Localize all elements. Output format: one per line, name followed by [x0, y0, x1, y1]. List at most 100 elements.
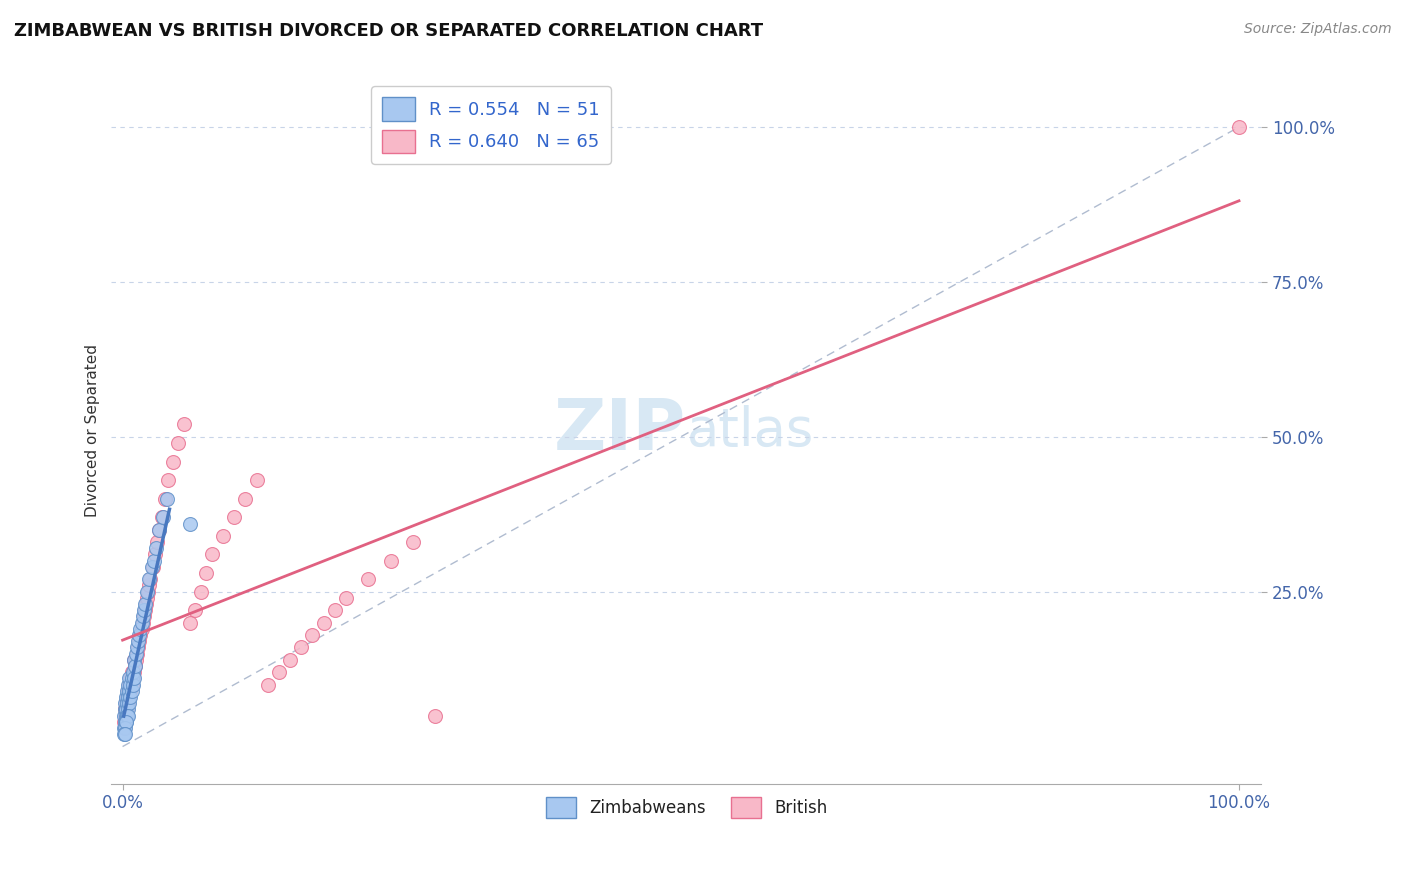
Point: [114, 727, 136, 741]
Point: [136, 584, 159, 599]
Point: [117, 708, 139, 723]
Point: [235, 491, 257, 506]
Point: [115, 690, 138, 704]
Point: [290, 640, 312, 655]
Point: [117, 677, 139, 691]
Point: [138, 578, 160, 592]
Point: [131, 615, 153, 630]
Point: [142, 560, 165, 574]
Point: [153, 491, 176, 506]
Point: [157, 473, 180, 487]
Point: [127, 634, 149, 648]
Y-axis label: Divorced or Separated: Divorced or Separated: [86, 344, 100, 517]
Point: [117, 702, 139, 716]
Point: [114, 702, 136, 716]
Point: [115, 690, 138, 704]
Point: [179, 516, 201, 531]
Point: [267, 665, 290, 680]
Point: [148, 523, 170, 537]
Point: [323, 603, 346, 617]
Point: [122, 653, 145, 667]
Point: [112, 727, 135, 741]
Point: [115, 714, 138, 729]
Point: [114, 702, 136, 716]
Point: [114, 696, 136, 710]
Point: [125, 647, 148, 661]
Point: [145, 541, 167, 556]
Point: [138, 572, 160, 586]
Text: Source: ZipAtlas.com: Source: ZipAtlas.com: [1244, 22, 1392, 37]
Point: [167, 436, 190, 450]
Point: [114, 708, 136, 723]
Point: [184, 603, 207, 617]
Point: [115, 708, 138, 723]
Point: [125, 653, 148, 667]
Point: [150, 510, 173, 524]
Point: [136, 584, 159, 599]
Point: [195, 566, 218, 580]
Point: [131, 622, 153, 636]
Point: [115, 708, 138, 723]
Point: [118, 696, 141, 710]
Point: [129, 628, 152, 642]
Point: [115, 696, 138, 710]
Text: ZIP: ZIP: [554, 396, 686, 465]
Point: [118, 672, 141, 686]
Point: [127, 640, 149, 655]
Point: [122, 653, 145, 667]
Point: [146, 535, 169, 549]
Point: [117, 690, 139, 704]
Point: [142, 554, 165, 568]
Point: [124, 659, 146, 673]
Point: [131, 615, 153, 630]
Point: [143, 548, 166, 562]
Point: [134, 603, 156, 617]
Point: [118, 683, 141, 698]
Point: [127, 647, 149, 661]
Point: [115, 708, 138, 723]
Point: [121, 672, 143, 686]
Point: [425, 708, 447, 723]
Point: [120, 677, 142, 691]
Point: [312, 615, 335, 630]
Point: [122, 672, 145, 686]
Point: [131, 609, 153, 624]
Point: [139, 572, 162, 586]
Point: [128, 628, 150, 642]
Point: [115, 702, 138, 716]
Legend: Zimbabweans, British: Zimbabweans, British: [538, 790, 834, 825]
Point: [132, 603, 155, 617]
Point: [112, 721, 135, 735]
Point: [173, 417, 195, 432]
Point: [122, 665, 145, 680]
Point: [256, 677, 278, 691]
Point: [121, 677, 143, 691]
Point: [1227, 120, 1250, 134]
Text: ZIMBABWEAN VS BRITISH DIVORCED OR SEPARATED CORRELATION CHART: ZIMBABWEAN VS BRITISH DIVORCED OR SEPARA…: [14, 22, 763, 40]
Point: [115, 696, 138, 710]
Text: atlas: atlas: [686, 405, 814, 457]
Point: [115, 683, 138, 698]
Point: [121, 677, 143, 691]
Point: [357, 572, 380, 586]
Point: [135, 597, 157, 611]
Point: [380, 554, 402, 568]
Point: [124, 659, 146, 673]
Point: [190, 584, 212, 599]
Point: [335, 591, 357, 605]
Point: [402, 535, 425, 549]
Point: [120, 672, 142, 686]
Point: [301, 628, 323, 642]
Point: [212, 529, 235, 543]
Point: [136, 591, 159, 605]
Point: [201, 548, 224, 562]
Point: [134, 597, 156, 611]
Point: [127, 640, 149, 655]
Point: [118, 690, 141, 704]
Point: [121, 683, 143, 698]
Point: [117, 696, 139, 710]
Point: [148, 523, 170, 537]
Point: [121, 665, 143, 680]
Point: [156, 491, 179, 506]
Point: [117, 683, 139, 698]
